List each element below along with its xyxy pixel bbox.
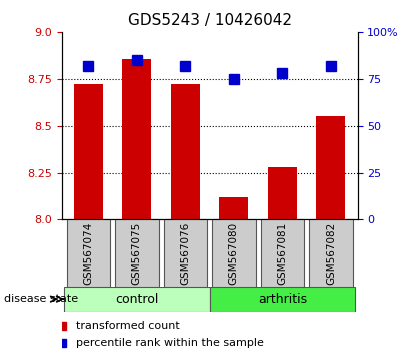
Text: GSM567076: GSM567076: [180, 222, 190, 285]
Bar: [67, 219, 110, 287]
Text: control: control: [115, 293, 159, 306]
Bar: [261, 219, 304, 287]
Text: GSM567075: GSM567075: [132, 222, 142, 285]
Bar: [64, 287, 210, 312]
Bar: [115, 219, 159, 287]
Bar: [219, 197, 248, 219]
Bar: [171, 84, 200, 219]
Title: GDS5243 / 10426042: GDS5243 / 10426042: [127, 13, 292, 28]
Bar: [309, 219, 353, 287]
Text: GSM567080: GSM567080: [229, 222, 239, 285]
Text: GSM567074: GSM567074: [83, 222, 93, 285]
Bar: [316, 116, 345, 219]
Text: transformed count: transformed count: [76, 321, 180, 331]
Bar: [122, 59, 151, 219]
Bar: [212, 219, 256, 287]
Bar: [268, 167, 297, 219]
Bar: [210, 287, 355, 312]
Text: GSM567082: GSM567082: [326, 222, 336, 285]
Text: GSM567081: GSM567081: [277, 222, 287, 285]
Text: percentile rank within the sample: percentile rank within the sample: [76, 338, 264, 348]
Text: arthritis: arthritis: [258, 293, 307, 306]
Bar: [164, 219, 207, 287]
Bar: [74, 84, 103, 219]
Text: disease state: disease state: [4, 294, 78, 304]
